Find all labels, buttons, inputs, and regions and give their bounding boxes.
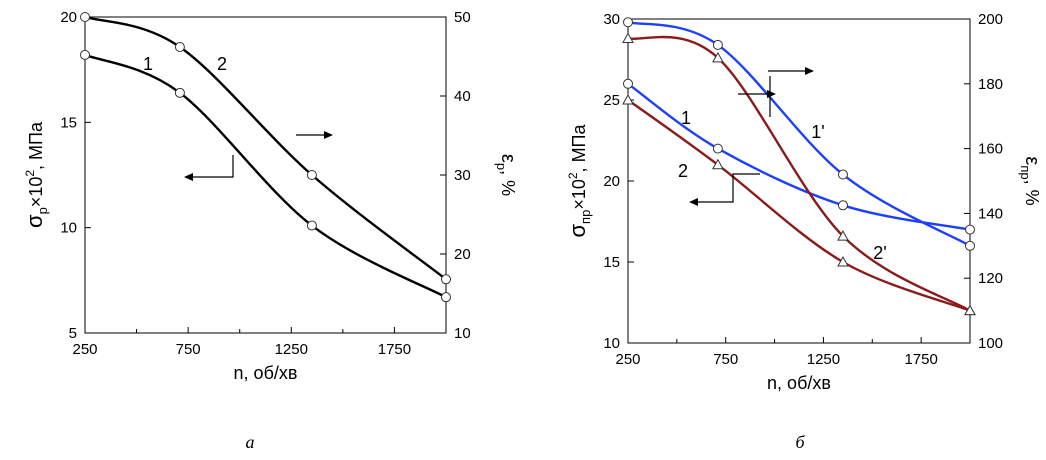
pointer-arrowhead (805, 67, 814, 75)
data-point (441, 274, 451, 285)
data-point (965, 224, 975, 235)
data-point (80, 49, 90, 60)
pointer-arrowhead (767, 90, 776, 98)
y-label-multiplier: ×10 (569, 179, 589, 210)
x-tick-label: 1750 (378, 341, 411, 358)
curve-label: 1 (681, 108, 691, 128)
y2-label-subscript: пр (1018, 165, 1033, 179)
plot-frame (84, 16, 447, 334)
y2-tick-label: 180 (978, 76, 1003, 93)
y2-tick-label: 140 (978, 205, 1003, 222)
y-label-unit: , МПа (569, 123, 589, 172)
y-label-unit: , МПа (26, 121, 46, 170)
series-line-3 (627, 21, 971, 247)
y2-label-subscript: р (494, 163, 509, 170)
y2-axis-label: εр, % (494, 154, 519, 196)
y2-label-unit: , % (1022, 180, 1042, 206)
data-point (174, 87, 185, 98)
data-point (623, 78, 633, 89)
series-line-4 (627, 35, 971, 312)
y-tick-label: 15 (60, 114, 77, 131)
data-point (623, 17, 633, 28)
y2-label-unit: , % (498, 170, 518, 196)
curve-label: 2 (678, 161, 688, 181)
data-point (837, 200, 848, 211)
y2-tick-label: 30 (454, 167, 471, 184)
y2-label-symbol: ε (497, 154, 519, 163)
series-line-1 (627, 82, 971, 231)
y2-tick-label: 200 (978, 11, 1003, 28)
y2-label-symbol: ε (1021, 156, 1043, 165)
pointer-arrowhead (689, 198, 698, 206)
y2-tick-label: 40 (454, 88, 471, 105)
data-point (837, 230, 849, 241)
y-label-subscript: пр (578, 210, 593, 224)
data-point (837, 255, 849, 267)
chart-a: 250 750 1250 1750 5 10 15 20 10 20 30 40 50 n, об/хв σ… (22, 9, 519, 452)
y-label-symbol: σ (565, 224, 590, 238)
y-axis-label: σпр×102, МПа (565, 123, 593, 237)
data-point (306, 220, 317, 231)
pointer-arrowhead (324, 131, 333, 139)
data-point (965, 240, 975, 251)
y2-tick-label: 20 (454, 246, 471, 263)
y-tick-label: 10 (603, 335, 620, 352)
x-tick-label: 1750 (904, 351, 937, 368)
y-label-superscript: 2 (566, 172, 580, 179)
y-tick-label: 5 (69, 325, 77, 342)
y-tick-label: 10 (60, 220, 77, 237)
x-tick-label: 250 (72, 341, 97, 358)
x-tick-label: 1250 (807, 351, 840, 368)
data-point (964, 304, 976, 316)
y-tick-label: 20 (60, 9, 77, 26)
curve-label: 2 (217, 54, 227, 74)
y-label-subscript: р (35, 207, 50, 214)
pointer-arrowhead (184, 173, 193, 181)
y2-tick-label: 50 (454, 9, 471, 26)
x-tick-label: 250 (615, 351, 640, 368)
y2-tick-label: 160 (978, 141, 1003, 158)
x-tick-label: 750 (176, 341, 201, 358)
x-axis-label: n, об/хв (767, 373, 831, 393)
x-axis-label: n, об/хв (234, 363, 298, 383)
series-line-1 (84, 53, 447, 299)
y-tick-label: 25 (603, 92, 620, 109)
y-tick-label: 20 (603, 173, 620, 190)
data-point (712, 143, 723, 154)
data-point (712, 39, 723, 50)
y2-tick-label: 10 (454, 325, 471, 342)
data-point (837, 169, 848, 180)
y2-axis-label: εпр, % (1018, 156, 1043, 205)
y-axis-label: σр×102, МПа (22, 121, 50, 228)
panel-label: а (246, 432, 255, 452)
y-label-symbol: σ (22, 214, 47, 228)
curve-label: 1ʹ (811, 122, 824, 142)
x-tick-label: 1250 (275, 341, 308, 358)
panel-label: б (795, 432, 805, 452)
data-point (174, 42, 185, 53)
pointer-arrow (697, 173, 760, 203)
x-tick-label: 750 (713, 351, 738, 368)
data-point (622, 93, 634, 105)
data-point (712, 158, 724, 170)
data-point (306, 170, 317, 180)
y2-tick-label: 120 (978, 270, 1003, 287)
data-point (80, 12, 90, 22)
pointer-arrow (192, 155, 234, 178)
chart-b: 250 750 1250 1750 10 15 20 25 30 100 120 140 160 180 2… (565, 11, 1043, 452)
data-point (622, 32, 634, 43)
y-label-multiplier: ×10 (26, 177, 46, 208)
data-point (441, 292, 451, 303)
curve-label: 1 (143, 54, 153, 74)
y-label-superscript: 2 (23, 170, 37, 177)
y-tick-label: 15 (603, 254, 620, 271)
data-point (712, 51, 724, 63)
series-line-2 (84, 15, 447, 281)
y2-tick-label: 100 (978, 335, 1003, 352)
series-line-2 (627, 99, 971, 312)
y-tick-label: 30 (603, 11, 620, 28)
curve-label: 2ʹ (873, 243, 886, 263)
